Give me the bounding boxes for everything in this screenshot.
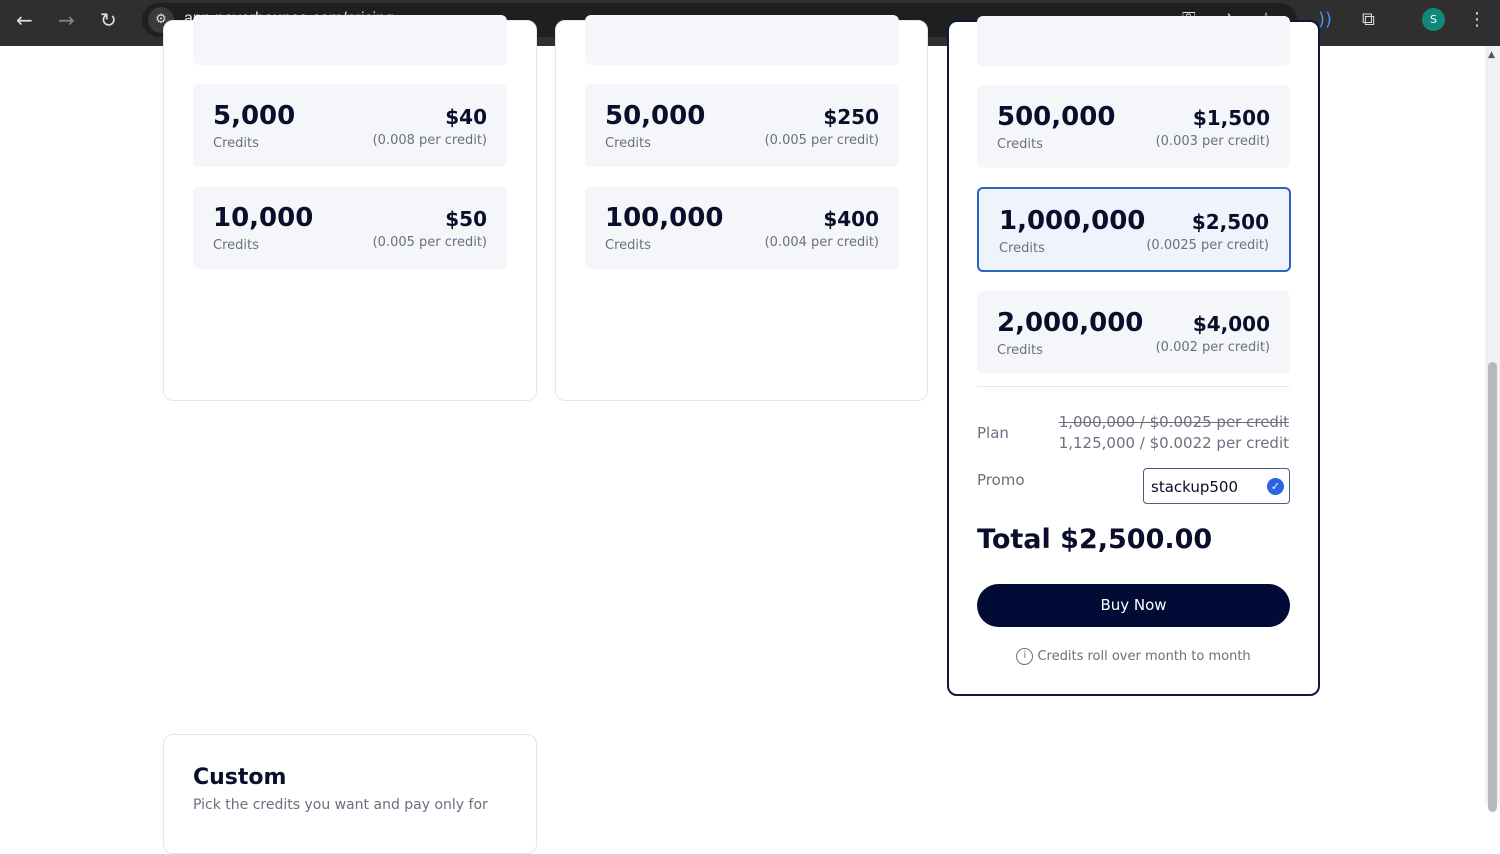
per-credit: (0.005 per credit) <box>372 235 487 250</box>
buy-now-button[interactable]: Buy Now <box>977 584 1290 627</box>
tile-10000[interactable]: 10,000 Credits $50 (0.005 per credit) <box>193 186 507 269</box>
credits: 2,000,000 <box>997 308 1144 338</box>
promo-input[interactable]: stackup500 ✓ <box>1143 468 1290 504</box>
check-icon: ✓ <box>1267 478 1284 495</box>
unit: Credits <box>605 136 651 151</box>
credits: 50,000 <box>605 101 706 131</box>
plan-label: Plan <box>977 424 1009 442</box>
plan-old: 1,000,000 / $0.0025 per credit <box>1058 413 1289 431</box>
price: $50 <box>445 207 487 231</box>
read-aloud-icon[interactable]: )) <box>1318 9 1333 30</box>
price: $250 <box>823 105 879 129</box>
plan-new: 1,125,000 / $0.0022 per credit <box>1058 434 1289 452</box>
tile-500000[interactable]: 500,000 Credits $1,500 (0.003 per credit) <box>977 85 1290 168</box>
tile-partial[interactable] <box>585 15 899 65</box>
price: $4,000 <box>1192 312 1270 336</box>
unit: Credits <box>997 137 1043 152</box>
divider <box>977 386 1290 387</box>
unit: Credits <box>605 238 651 253</box>
plan-card-2: 50,000 Credits $250 (0.005 per credit) 100… <box>555 15 928 401</box>
per-credit: (0.005 per credit) <box>764 133 879 148</box>
tile-100000[interactable]: 100,000 Credits $400 (0.004 per credit) <box>585 186 899 269</box>
credits: 5,000 <box>213 101 296 131</box>
credits: 10,000 <box>213 203 314 233</box>
price: $2,500 <box>1191 210 1269 234</box>
promo-value[interactable]: stackup500 <box>1151 478 1239 496</box>
extensions-icon[interactable]: ⧉ <box>1362 9 1375 30</box>
reload-icon[interactable]: ↻ <box>100 8 117 32</box>
back-icon[interactable]: ← <box>16 8 33 32</box>
per-credit: (0.002 per credit) <box>1155 340 1270 355</box>
tile-50000[interactable]: 50,000 Credits $250 (0.005 per credit) <box>585 84 899 167</box>
per-credit: (0.004 per credit) <box>764 235 879 250</box>
scrollbar[interactable]: ▲ <box>1485 46 1500 812</box>
credits: 100,000 <box>605 203 724 233</box>
plan-card-3-selected: 500,000 Credits $1,500 (0.003 per credit) … <box>947 16 1320 696</box>
tile-partial[interactable] <box>193 15 507 65</box>
per-credit: (0.003 per credit) <box>1155 134 1270 149</box>
custom-desc: Pick the credits you want and pay only f… <box>193 797 488 813</box>
rollover-note: i Credits roll over month to month <box>949 648 1318 665</box>
per-credit: (0.008 per credit) <box>372 133 487 148</box>
tile-5000[interactable]: 5,000 Credits $40 (0.008 per credit) <box>193 84 507 167</box>
promo-label: Promo <box>977 471 1025 489</box>
forward-icon[interactable]: → <box>58 8 75 32</box>
avatar[interactable]: S <box>1422 8 1445 31</box>
plan-card-1: 5,000 Credits $40 (0.008 per credit) 10,00… <box>163 15 537 401</box>
unit: Credits <box>997 343 1043 358</box>
tile-2000000[interactable]: 2,000,000 Credits $4,000 (0.002 per credit… <box>977 291 1290 374</box>
custom-card: Custom Pick the credits you want and pay… <box>163 734 537 854</box>
menu-icon[interactable]: ⋮ <box>1468 9 1486 30</box>
tile-1000000-selected[interactable]: 1,000,000 Credits $2,500 (0.0025 per credi… <box>977 187 1291 272</box>
total: Total $2,500.00 <box>977 524 1213 555</box>
credits: 500,000 <box>997 102 1116 132</box>
unit: Credits <box>999 241 1045 256</box>
unit: Credits <box>213 136 259 151</box>
info-icon: i <box>1016 648 1034 665</box>
price: $40 <box>445 105 487 129</box>
price: $1,500 <box>1192 106 1270 130</box>
scroll-up-icon[interactable]: ▲ <box>1488 50 1495 60</box>
price: $400 <box>823 207 879 231</box>
tile-partial[interactable] <box>977 16 1290 66</box>
note-text: Credits roll over month to month <box>1037 649 1251 664</box>
custom-title: Custom <box>193 765 287 790</box>
per-credit: (0.0025 per credit) <box>1146 238 1269 253</box>
scrollbar-thumb[interactable] <box>1488 362 1497 812</box>
credits: 1,000,000 <box>999 206 1146 236</box>
unit: Credits <box>213 238 259 253</box>
